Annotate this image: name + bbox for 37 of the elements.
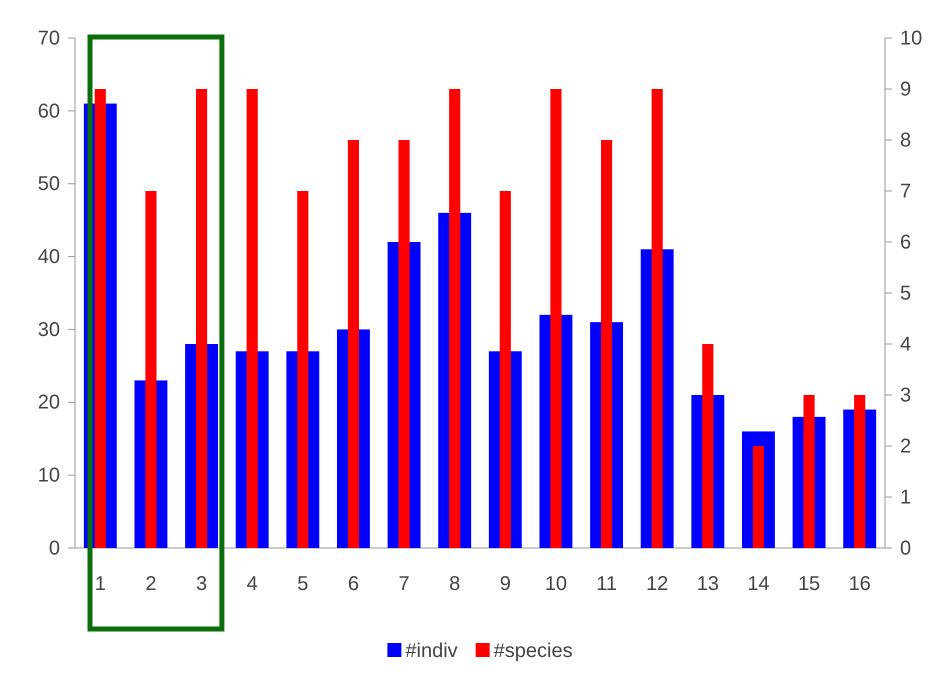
y-tick-label: 30 bbox=[38, 318, 60, 341]
y-tick-label: 50 bbox=[38, 173, 60, 196]
y-tick-label: 70 bbox=[38, 27, 60, 50]
y2-tick-label: 10 bbox=[900, 27, 922, 50]
x-tick-label: 3 bbox=[196, 573, 208, 596]
x-tick-label: 14 bbox=[747, 573, 770, 596]
x-tick-label: 11 bbox=[596, 573, 617, 596]
y2-tick-label: 9 bbox=[900, 78, 912, 100]
x-tick-label: 5 bbox=[297, 573, 308, 596]
x-tick-label: 15 bbox=[798, 573, 820, 596]
y2-tick-label: 5 bbox=[900, 282, 912, 304]
y2-tick-label: 1 bbox=[900, 486, 912, 508]
x-tick-label: 7 bbox=[398, 573, 410, 596]
x-tick-label: 9 bbox=[500, 573, 511, 596]
y-tick-label: 40 bbox=[38, 246, 60, 268]
y-tick-label: 10 bbox=[38, 464, 60, 487]
x-tick-label: 1 bbox=[94, 573, 106, 596]
x-tick-label: 12 bbox=[646, 573, 668, 596]
y2-tick-label: 3 bbox=[900, 384, 912, 406]
legend-label: #indiv bbox=[405, 640, 458, 662]
y-tick-label: 60 bbox=[38, 100, 60, 122]
y2-tick-label: 8 bbox=[900, 129, 912, 152]
y2-tick-label: 4 bbox=[900, 333, 912, 356]
y2-tick-label: 2 bbox=[900, 435, 912, 458]
x-tick-label: 2 bbox=[145, 573, 156, 596]
x-tick-label: 16 bbox=[848, 573, 871, 596]
y-tick-label: 20 bbox=[38, 392, 60, 414]
x-tick-label: 4 bbox=[246, 573, 258, 596]
x-tick-label: 8 bbox=[449, 573, 460, 596]
y2-tick-label: 0 bbox=[900, 537, 912, 560]
legend-label: #species bbox=[494, 640, 573, 662]
x-tick-label: 13 bbox=[696, 573, 719, 596]
x-tick-label: 6 bbox=[348, 573, 359, 596]
x-tick-label: 10 bbox=[544, 573, 568, 596]
y2-tick-label: 6 bbox=[900, 231, 912, 254]
y-tick-label: 0 bbox=[48, 537, 60, 560]
y2-tick-label: 7 bbox=[900, 180, 912, 202]
